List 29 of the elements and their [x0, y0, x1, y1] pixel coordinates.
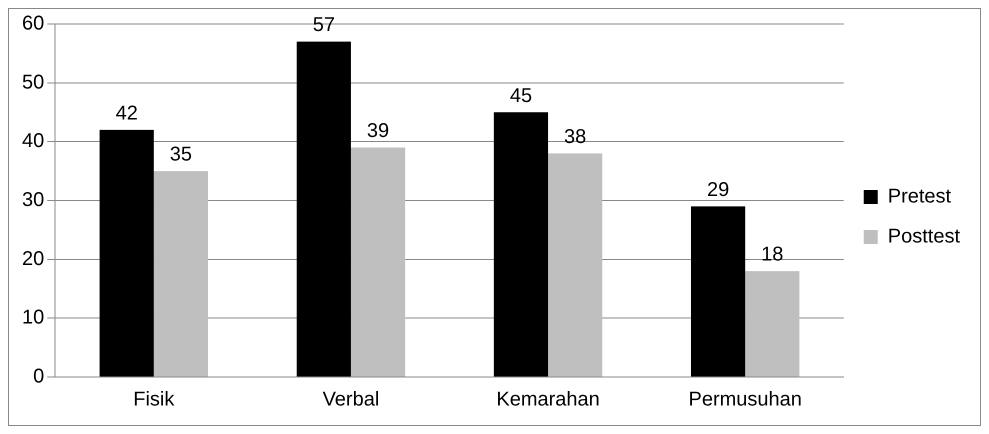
data-label: 57: [312, 14, 335, 36]
x-tick-label: Kemarahan: [496, 388, 600, 411]
bar: [745, 271, 800, 376]
y-tick-label: 10: [22, 306, 44, 329]
data-label: 45: [510, 84, 532, 107]
legend-label: Posttest: [888, 226, 960, 248]
y-tick-label: 40: [22, 130, 44, 152]
data-label: 18: [761, 244, 784, 266]
bar: [350, 148, 406, 376]
bar: [690, 206, 746, 376]
bar: [154, 171, 208, 376]
y-tick-label: 20: [22, 248, 44, 270]
legend-label: Pretest: [888, 186, 952, 208]
x-tick-label: Verbal: [322, 388, 380, 411]
y-tick-label: 0: [33, 366, 44, 388]
data-label: 42: [116, 102, 138, 124]
x-tick-label: Fisik: [133, 388, 176, 411]
data-label: 29: [706, 178, 730, 201]
bar: [494, 112, 548, 376]
data-label: 38: [564, 126, 586, 148]
data-label: 35: [170, 144, 192, 166]
data-label: 39: [366, 120, 390, 142]
x-tick-label: Permusuhan: [688, 388, 802, 411]
bar: [296, 42, 351, 376]
y-tick-label: 50: [22, 71, 44, 94]
bar: [100, 130, 154, 376]
y-tick-label: 30: [22, 189, 44, 212]
bar: [548, 153, 602, 376]
y-tick-label: 60: [22, 12, 44, 35]
